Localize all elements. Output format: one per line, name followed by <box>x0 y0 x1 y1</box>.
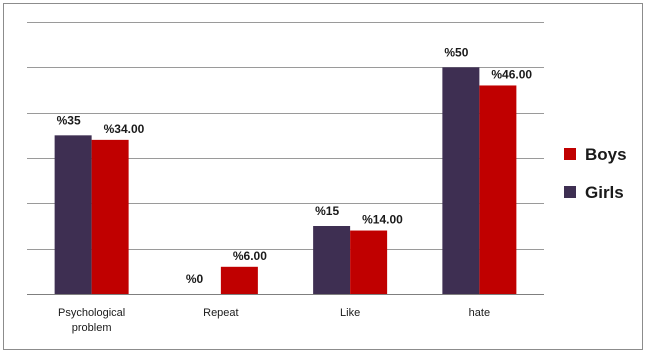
bar-chart: %35 %34.00 %0 %6.00 %15 %14.00 %50 %46.00 Psych… <box>27 22 627 334</box>
legend-label-girls: Girls <box>585 183 624 202</box>
data-label-girls-2: %15 <box>315 204 339 218</box>
legend: Boys Girls <box>564 145 627 202</box>
category-labels: Psychological problem Repeat Like hate <box>58 307 490 334</box>
legend-label-boys: Boys <box>585 145 627 164</box>
category-label-3: hate <box>469 307 490 319</box>
data-label-girls-0: %35 <box>57 113 81 127</box>
category-label-2: Like <box>340 307 360 319</box>
bar-girls-2 <box>313 226 351 294</box>
bar-boys-1 <box>220 266 258 294</box>
bar-girls-0 <box>54 135 92 294</box>
data-label-girls-1: %0 <box>186 272 204 286</box>
legend-swatch-girls <box>564 186 576 198</box>
category-label-1: Repeat <box>203 307 238 319</box>
category-label-0: Psychological problem <box>58 307 125 334</box>
bars <box>54 67 517 294</box>
data-label-boys-2: %14.00 <box>362 213 403 227</box>
data-label-girls-3: %50 <box>444 45 468 59</box>
chart-frame: %35 %34.00 %0 %6.00 %15 %14.00 %50 %46.00 Psych… <box>3 3 643 350</box>
bar-boys-3 <box>479 85 517 294</box>
legend-swatch-boys <box>564 148 576 160</box>
data-label-boys-0: %34.00 <box>104 122 145 136</box>
data-label-boys-1: %6.00 <box>233 249 267 263</box>
bar-boys-0 <box>91 139 129 294</box>
data-label-boys-3: %46.00 <box>491 67 532 81</box>
bar-boys-2 <box>350 230 388 294</box>
data-labels: %35 %34.00 %0 %6.00 %15 %14.00 %50 %46.00 <box>57 45 533 286</box>
bar-girls-3 <box>442 67 480 294</box>
